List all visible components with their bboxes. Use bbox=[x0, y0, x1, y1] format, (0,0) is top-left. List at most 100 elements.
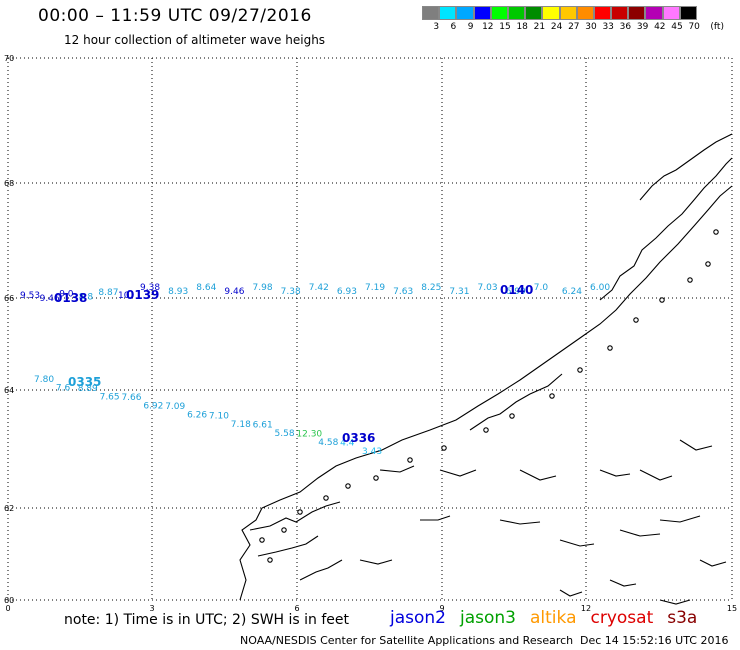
pass-time-label: 0140 bbox=[500, 283, 533, 297]
coastline-segment bbox=[559, 539, 595, 547]
colorbar-swatch bbox=[645, 6, 663, 20]
coastline-segment bbox=[559, 589, 583, 597]
colorbar-swatch bbox=[576, 6, 594, 20]
swh-reading: 7.80 bbox=[34, 375, 54, 385]
swh-reading: 7.19 bbox=[365, 283, 385, 293]
satellite-legend: jason2 jason3 altika cryosat s3a bbox=[390, 608, 711, 628]
lat-lon-grid bbox=[7, 57, 733, 601]
swh-reading: 6.92 bbox=[143, 402, 163, 412]
satellite-legend-entry: s3a bbox=[667, 608, 698, 628]
island bbox=[549, 393, 555, 399]
swh-reading: 7.98 bbox=[253, 283, 273, 293]
swh-reading: 6.00 bbox=[590, 283, 610, 293]
swh-reading: 10. bbox=[118, 291, 132, 301]
pass-time-label: 0336 bbox=[342, 431, 375, 445]
swh-reading: 8.87 bbox=[98, 288, 118, 298]
coastline-segment bbox=[239, 185, 733, 601]
x-tick-label: 3 bbox=[149, 604, 154, 613]
swh-reading: 7.63 bbox=[393, 287, 413, 297]
coastline-segment bbox=[639, 469, 673, 481]
coastline-segment bbox=[639, 133, 733, 201]
x-tick-label: 6 bbox=[294, 604, 299, 613]
colorbar-swatch bbox=[662, 6, 680, 20]
y-tick-label: 66 bbox=[4, 294, 14, 303]
coastline-segment bbox=[519, 469, 557, 481]
coastline-segment bbox=[609, 579, 637, 587]
swh-reading: 7.6 bbox=[56, 384, 71, 394]
island bbox=[441, 445, 447, 451]
colorbar-unit: (ft) bbox=[710, 22, 724, 32]
island bbox=[659, 297, 665, 303]
swh-reading: 3.43 bbox=[362, 447, 382, 457]
pass-time-label: 0139 bbox=[126, 288, 159, 302]
colorbar-label: 12 bbox=[482, 22, 494, 32]
swh-reading: 9.46 bbox=[40, 294, 60, 304]
colorbar-label: 45 bbox=[671, 22, 683, 32]
island bbox=[267, 557, 273, 563]
coastline-segment bbox=[659, 599, 691, 605]
coastline-segment bbox=[499, 519, 541, 525]
map-subtitle: 12 hour collection of altimeter wave hei… bbox=[64, 33, 326, 47]
colorbar-swatch bbox=[559, 6, 577, 20]
swh-reading: 8.93 bbox=[168, 287, 188, 297]
swh-reading: 7.66 bbox=[121, 393, 141, 403]
swh-reading: 6.93 bbox=[337, 287, 357, 297]
colorbar-swatch bbox=[593, 6, 612, 20]
y-tick-label: 64 bbox=[4, 386, 14, 395]
colorbar-label: 3 bbox=[433, 22, 440, 32]
island bbox=[509, 413, 515, 419]
swh-reading: 7.65 bbox=[100, 393, 120, 403]
swh-reading: 7.0 bbox=[534, 283, 549, 293]
footnote: note: 1) Time is in UTC; 2) SWH is in fe… bbox=[64, 612, 350, 628]
island bbox=[713, 229, 719, 235]
coastline-segment bbox=[257, 535, 319, 557]
satellite-legend-entry: altika bbox=[530, 608, 577, 628]
swh-reading: 12.30 bbox=[296, 429, 322, 439]
y-tick-label: 60 bbox=[4, 596, 14, 605]
colorbar-label: 18 bbox=[516, 22, 528, 32]
colorbar-label: 36 bbox=[619, 22, 632, 32]
colorbar-label: 6 bbox=[450, 22, 457, 32]
colorbar-label: 70 bbox=[688, 22, 700, 32]
x-tick-label: 12 bbox=[581, 604, 591, 613]
axis-tick-labels: 0 3 6 9 12 15 60 62 64 66 68 70 bbox=[4, 54, 737, 613]
swh-reading: 8.89 bbox=[78, 384, 98, 394]
island bbox=[607, 345, 613, 351]
coastline-segment bbox=[469, 373, 563, 431]
colorbar-swatch bbox=[525, 6, 543, 20]
island bbox=[323, 495, 329, 501]
island bbox=[407, 457, 413, 463]
swh-reading: 9.0 bbox=[59, 289, 74, 299]
colorbar-swatch bbox=[490, 6, 508, 20]
coastline-segment bbox=[599, 157, 733, 301]
colorbar-swatch bbox=[439, 6, 457, 20]
satellite-legend-entry: jason3 bbox=[460, 608, 516, 628]
swh-reading: 8.25 bbox=[421, 283, 441, 293]
coastline-segment bbox=[599, 469, 631, 477]
colorbar-swatch bbox=[542, 6, 560, 20]
x-tick-label: 0 bbox=[5, 604, 10, 613]
island bbox=[705, 261, 711, 267]
colorbar-label: 27 bbox=[568, 22, 580, 32]
pass-time-label: 0335 bbox=[68, 375, 101, 389]
x-tick-label: 9 bbox=[439, 604, 444, 613]
island bbox=[345, 483, 351, 489]
satellite-legend-entry: cryosat bbox=[590, 608, 654, 628]
x-tick-label: 15 bbox=[727, 604, 737, 613]
coastline-segment bbox=[299, 559, 343, 581]
coastline-segment bbox=[420, 515, 451, 521]
swh-reading: 8.64 bbox=[196, 283, 216, 293]
colorbar-label: 30 bbox=[585, 22, 597, 32]
map-title: 00:00 – 11:59 UTC 09/27/2016 bbox=[38, 6, 312, 26]
island bbox=[687, 277, 693, 283]
wave-height-colorbar: 3 6 9 12 15 18 21 24 27 30 33 36 39 42 45 70 (ft) bbox=[422, 6, 724, 34]
credit-line: NOAA/NESDIS Center for Satellite Applica… bbox=[240, 634, 574, 647]
swh-reading: 4.58 bbox=[318, 438, 338, 448]
swh-reading: 9.38 bbox=[140, 283, 160, 293]
colorbar-label: 42 bbox=[654, 22, 666, 32]
colorbar-swatch bbox=[456, 6, 474, 20]
swh-reading: 6.24 bbox=[562, 287, 582, 297]
island bbox=[577, 367, 583, 373]
colorbar-label: 9 bbox=[467, 22, 474, 32]
coastline-segment bbox=[249, 501, 341, 531]
